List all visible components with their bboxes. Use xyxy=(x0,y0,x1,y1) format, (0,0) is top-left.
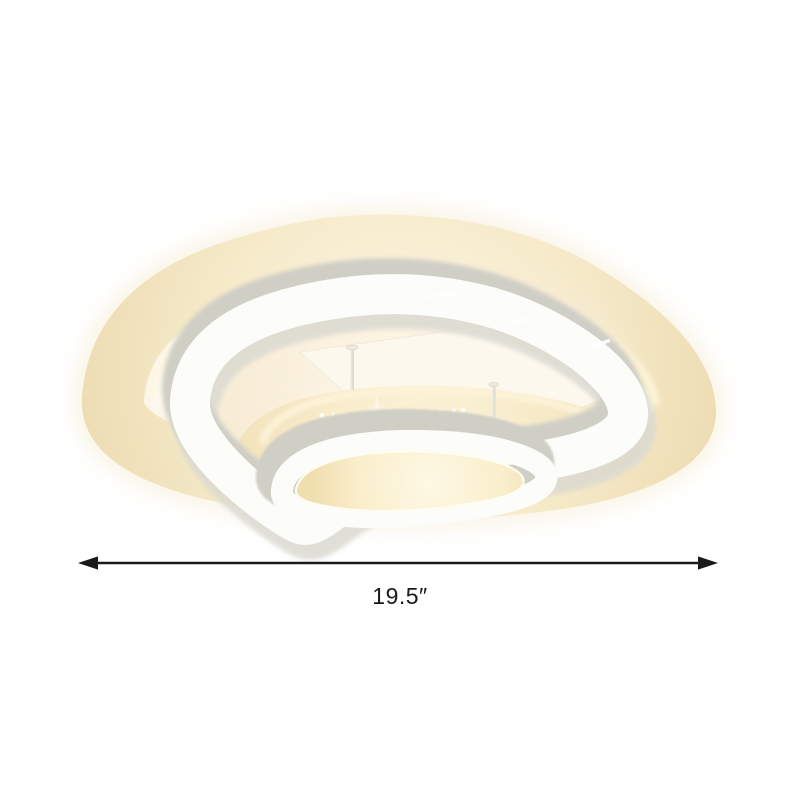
light-slit xyxy=(588,339,611,349)
arrow-left-icon xyxy=(78,556,98,570)
led-dot xyxy=(319,413,325,418)
rod-cap xyxy=(488,382,500,387)
rod-shaft xyxy=(350,347,354,390)
dimension-indicator: 19.5″ xyxy=(78,556,718,609)
light-slits xyxy=(422,292,611,349)
arrow-right-icon xyxy=(698,556,718,570)
support-rod-left xyxy=(345,344,359,390)
led-dot xyxy=(460,408,466,413)
dimension-label: 19.5″ xyxy=(372,583,427,609)
light-slit xyxy=(422,292,455,299)
rod-cap xyxy=(345,344,359,350)
inner-light-panel xyxy=(294,450,525,512)
light-slit xyxy=(508,317,533,325)
